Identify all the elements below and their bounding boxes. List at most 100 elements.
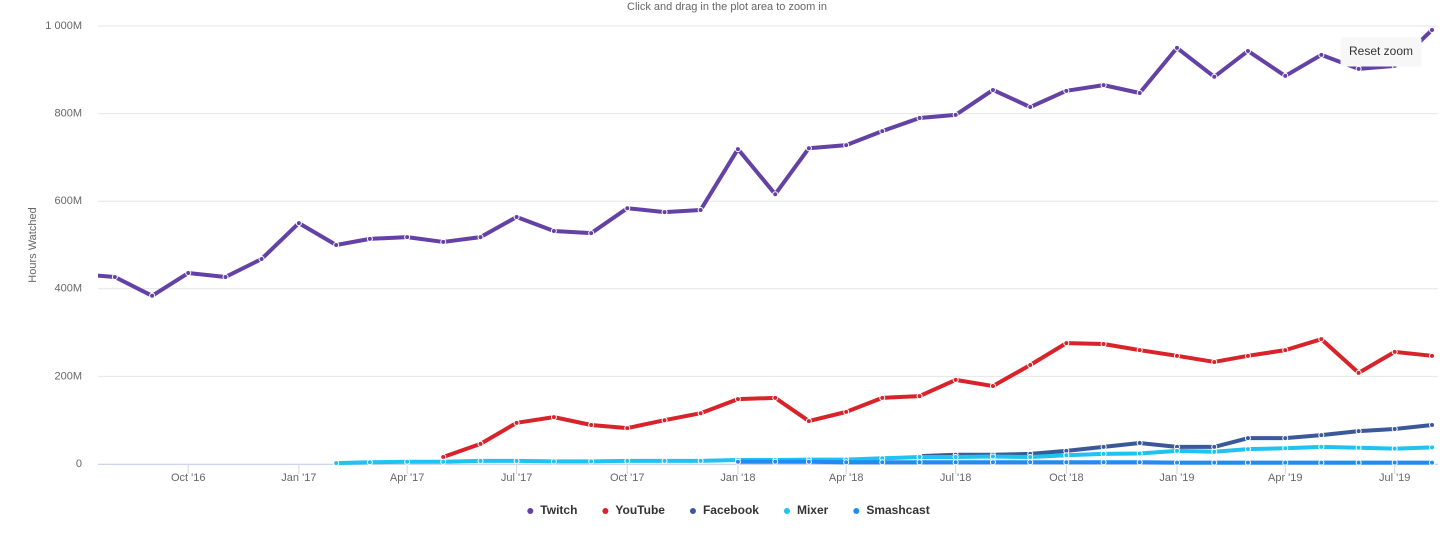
data-point <box>989 383 996 390</box>
y-axis-title: Hours Watched <box>27 207 39 282</box>
data-point <box>1211 443 1218 450</box>
data-point <box>222 273 229 280</box>
grid: 0 200M 400M 600M 800M 1 000M Oct '16 Jan '17 Apr… <box>45 20 1438 484</box>
data-point <box>295 220 302 227</box>
series-line <box>98 28 1434 298</box>
data-point <box>1063 459 1070 466</box>
data-point <box>734 458 741 465</box>
data-point <box>1100 443 1107 450</box>
data-point <box>111 273 118 280</box>
data-point <box>1173 352 1180 359</box>
data-point <box>952 376 959 383</box>
data-point <box>805 418 812 425</box>
data-point <box>1355 65 1362 72</box>
data-point <box>1391 459 1398 466</box>
data-point <box>1063 87 1070 94</box>
data-point <box>588 422 595 429</box>
data-point <box>366 459 373 466</box>
legend-label[interactable]: Smashcast <box>866 503 929 517</box>
data-point <box>588 458 595 465</box>
data-point <box>624 205 631 212</box>
data-point <box>550 458 557 465</box>
data-point <box>1391 445 1398 452</box>
data-point <box>333 460 340 467</box>
data-point <box>1355 428 1362 435</box>
legend-label[interactable]: Mixer <box>797 503 829 517</box>
data-point <box>1429 444 1435 451</box>
reset-zoom-label[interactable]: Reset zoom <box>1349 44 1413 58</box>
data-point <box>1100 459 1107 466</box>
data-point <box>772 191 779 198</box>
x-tick-label: Jan '19 <box>1159 472 1194 484</box>
reset-zoom-button[interactable]: Reset zoom <box>1340 37 1422 67</box>
data-point <box>1244 459 1251 466</box>
legend-item[interactable]: Mixer <box>783 503 829 517</box>
y-tick-label: 400M <box>54 283 82 295</box>
legend-symbol <box>527 508 534 514</box>
y-tick-label: 600M <box>54 195 82 207</box>
legend-label[interactable]: YouTube <box>615 503 665 517</box>
data-point <box>1244 47 1251 54</box>
x-tick-label: Jan '17 <box>281 472 316 484</box>
data-point <box>1173 459 1180 466</box>
series-line <box>737 459 1432 465</box>
data-point <box>1355 369 1362 376</box>
legend-symbol <box>853 508 860 514</box>
data-point <box>661 417 668 424</box>
data-point <box>1136 347 1143 354</box>
data-point <box>1100 450 1107 457</box>
data-point <box>734 146 741 153</box>
data-point <box>513 213 520 220</box>
data-point <box>1429 26 1435 33</box>
data-point <box>661 209 668 216</box>
data-point <box>1282 445 1289 452</box>
data-point <box>1391 348 1398 355</box>
data-point <box>477 457 484 464</box>
data-point <box>1244 446 1251 453</box>
x-tick-label: Apr '18 <box>829 472 864 484</box>
data-point <box>149 292 156 299</box>
data-point <box>1318 51 1325 58</box>
plot-area <box>75 26 1435 467</box>
data-point <box>1136 450 1143 457</box>
data-point <box>1027 453 1034 460</box>
reset-zoom-bg[interactable] <box>1340 37 1422 67</box>
legend-item[interactable]: Smashcast <box>853 503 930 517</box>
data-point <box>916 393 923 400</box>
data-point <box>1173 44 1180 51</box>
data-point <box>1282 72 1289 79</box>
data-point <box>1429 352 1435 359</box>
data-point <box>843 408 850 415</box>
x-tick-label: Jul '19 <box>1379 472 1410 484</box>
x-tick-label: Oct '18 <box>1049 472 1084 484</box>
data-point <box>734 396 741 403</box>
data-point <box>697 410 704 417</box>
data-point <box>1211 448 1218 455</box>
legend-item[interactable]: Twitch <box>527 503 577 517</box>
data-point <box>1355 459 1362 466</box>
legend-item[interactable]: Facebook <box>689 503 759 517</box>
data-point <box>1244 352 1251 359</box>
data-point <box>75 271 80 276</box>
data-point <box>989 86 996 93</box>
data-point <box>513 419 520 426</box>
legend-item[interactable]: YouTube <box>602 503 665 517</box>
data-point <box>916 459 923 466</box>
data-point <box>550 227 557 234</box>
legend: Twitch YouTube Facebook Mixer Smashcast <box>527 503 930 517</box>
data-point <box>1027 362 1034 369</box>
legend-label[interactable]: Facebook <box>703 503 759 517</box>
y-tick-label: 800M <box>54 108 82 120</box>
legend-label[interactable]: Twitch <box>540 503 577 517</box>
data-point <box>1063 452 1070 459</box>
data-point <box>1429 422 1435 429</box>
data-point <box>550 414 557 421</box>
x-tick-label: Jul '17 <box>501 472 532 484</box>
data-point <box>952 459 959 466</box>
data-point <box>1100 82 1107 89</box>
data-point <box>772 458 779 465</box>
x-tick-label: Jul '18 <box>940 472 971 484</box>
data-point <box>1027 459 1034 466</box>
data-point <box>1136 439 1143 446</box>
y-tick-label: 200M <box>54 370 82 382</box>
